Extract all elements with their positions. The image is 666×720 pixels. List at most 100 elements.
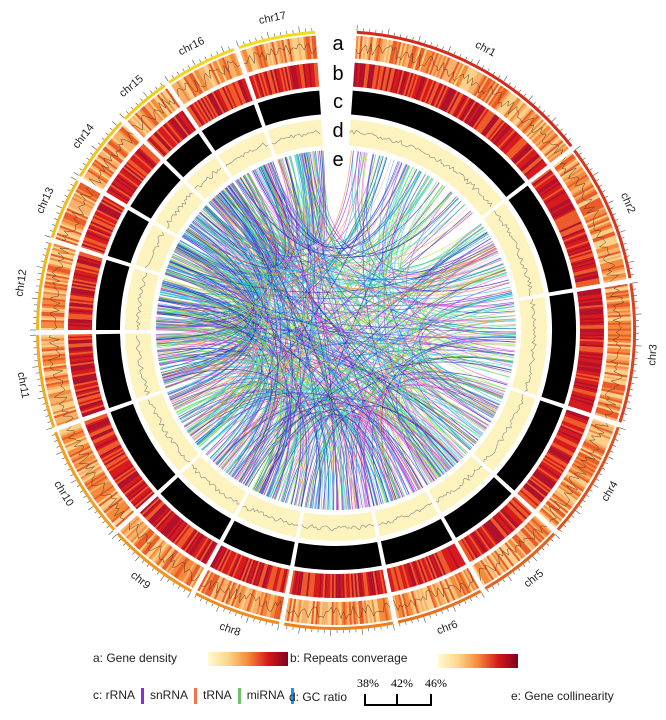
repeats-cell xyxy=(574,379,599,387)
trna-label: tRNA xyxy=(203,688,232,703)
tick-mark xyxy=(564,133,567,136)
repeats-cell xyxy=(102,450,125,464)
gene-density-cell xyxy=(595,410,618,420)
mirna-swatch xyxy=(290,688,294,704)
gene-density-cell xyxy=(433,583,445,606)
repeats-cell xyxy=(174,524,191,546)
gene-density-cell xyxy=(46,381,70,389)
tick-mark xyxy=(46,427,53,430)
gene-density-cell xyxy=(70,449,93,462)
repeats-cell xyxy=(182,529,198,551)
gene-density-cell xyxy=(64,436,87,449)
repeats-cell xyxy=(380,66,387,91)
repeats-cell xyxy=(540,461,563,476)
repeats-cell xyxy=(487,119,505,140)
tick-mark xyxy=(447,608,449,612)
gene-density-cell xyxy=(607,347,631,352)
tick-mark xyxy=(255,37,257,41)
repeats-cell xyxy=(354,62,359,87)
repeats-cell xyxy=(356,62,361,88)
repeats-cell xyxy=(69,300,94,305)
repeats-cell xyxy=(149,136,168,156)
repeats-cell xyxy=(231,554,243,578)
gene-density-cell xyxy=(213,577,226,600)
repeats-cell xyxy=(220,87,233,110)
gene-density-cell xyxy=(398,42,406,66)
gene-density-cell xyxy=(267,42,275,66)
repeats-cell xyxy=(573,267,597,275)
repeats-cell xyxy=(579,312,604,316)
gene-density-cell xyxy=(565,474,586,489)
repeats-cell xyxy=(569,397,594,406)
collinearity-link xyxy=(159,242,254,306)
gene-density-cell xyxy=(486,84,502,105)
repeats-cell xyxy=(561,228,585,240)
chromosome-label: chr9 xyxy=(128,569,152,592)
repeats-cell xyxy=(135,491,155,510)
repeats-cell xyxy=(536,468,557,484)
gene-density-cell xyxy=(428,585,439,608)
gene-density-cell xyxy=(57,230,80,241)
repeats-cell xyxy=(456,96,471,119)
repeats-cell xyxy=(486,118,503,139)
gene-density-cell xyxy=(607,320,631,324)
tick-mark xyxy=(216,51,219,55)
collinearity-link xyxy=(156,325,255,432)
tick-mark xyxy=(405,621,407,625)
gene-density-cell xyxy=(496,548,513,568)
gc-tick-46: 46% xyxy=(425,676,447,690)
gene-density-cell xyxy=(501,96,518,116)
repeats-cell xyxy=(226,84,239,108)
gene-density-cell xyxy=(519,112,537,131)
repeats-cell xyxy=(161,515,179,535)
gene-density-cell xyxy=(595,408,619,418)
ncrna-track xyxy=(541,292,576,405)
collinearity-link xyxy=(158,350,251,401)
gene-density-cell xyxy=(54,411,78,421)
repeats-cell xyxy=(567,245,592,256)
tick-mark xyxy=(399,623,401,627)
circos-plot: chr1chr2chr3chr4chr5chr6chr7chr8chr9chr1… xyxy=(13,10,659,639)
gene-density-cell xyxy=(552,493,573,509)
gene-density-cell xyxy=(531,125,550,143)
tick-mark xyxy=(236,40,239,47)
chromosome-band xyxy=(36,335,56,428)
repeats-cell xyxy=(495,127,513,147)
tick-mark xyxy=(108,530,114,535)
repeats-cell xyxy=(423,557,435,581)
gene-density-cell xyxy=(87,477,109,492)
collinearity-link xyxy=(158,357,358,509)
repeats-cell xyxy=(177,526,194,548)
repeats-cell xyxy=(192,536,208,558)
repeats-cell xyxy=(74,381,98,389)
chromosome-tracks-chr17 xyxy=(239,35,324,156)
gene-density-cell xyxy=(108,503,128,520)
gene-density-cell xyxy=(509,102,526,122)
repeats-cell xyxy=(257,563,267,587)
gene-density-cell xyxy=(388,40,396,64)
gene-density-cell xyxy=(601,264,625,272)
tick-mark xyxy=(183,589,186,593)
gene-density-cell xyxy=(305,36,310,60)
gene-density-cell xyxy=(492,551,508,572)
repeats-cell xyxy=(578,352,603,357)
gene-density-cell xyxy=(297,37,303,61)
repeats-cell xyxy=(438,86,451,110)
repeats-cell xyxy=(494,513,513,534)
tick-mark xyxy=(602,190,606,193)
gene-density-cell xyxy=(77,185,99,199)
repeats-cell xyxy=(350,573,355,598)
collinearity-link xyxy=(284,371,508,503)
gene-density-cell xyxy=(451,63,464,85)
repeats-cell xyxy=(571,392,596,401)
tick-mark xyxy=(393,32,396,36)
repeats-cell xyxy=(289,65,296,90)
repeats-cell xyxy=(157,128,175,149)
repeats-cell xyxy=(531,474,552,491)
repeats-cell xyxy=(551,204,574,218)
gene-density-cell xyxy=(293,37,299,61)
track-label-b: b xyxy=(332,63,343,85)
collinearity-link xyxy=(229,184,415,493)
gene-density-cell xyxy=(460,67,473,90)
collinearity-link xyxy=(254,169,378,506)
